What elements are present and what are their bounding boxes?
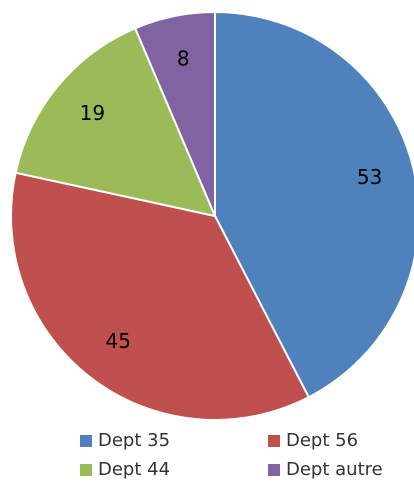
pie-slice [10, 171, 311, 421]
data-label: 45 [106, 329, 131, 353]
legend-label: Dept 35 [98, 430, 170, 451]
data-label: 53 [357, 165, 382, 189]
data-label: 8 [177, 47, 190, 71]
pie-slice [214, 10, 414, 399]
legend-swatch [80, 464, 92, 476]
legend-swatch [268, 464, 280, 476]
legend-label: Dept autre [286, 459, 383, 480]
legend-label: Dept 56 [286, 430, 358, 451]
legend-swatch [80, 435, 92, 447]
legend-label: Dept 44 [98, 459, 170, 480]
legend-swatch [268, 435, 280, 447]
data-label: 19 [80, 101, 105, 125]
pie-slice [133, 10, 216, 217]
pie-slice [14, 26, 217, 218]
